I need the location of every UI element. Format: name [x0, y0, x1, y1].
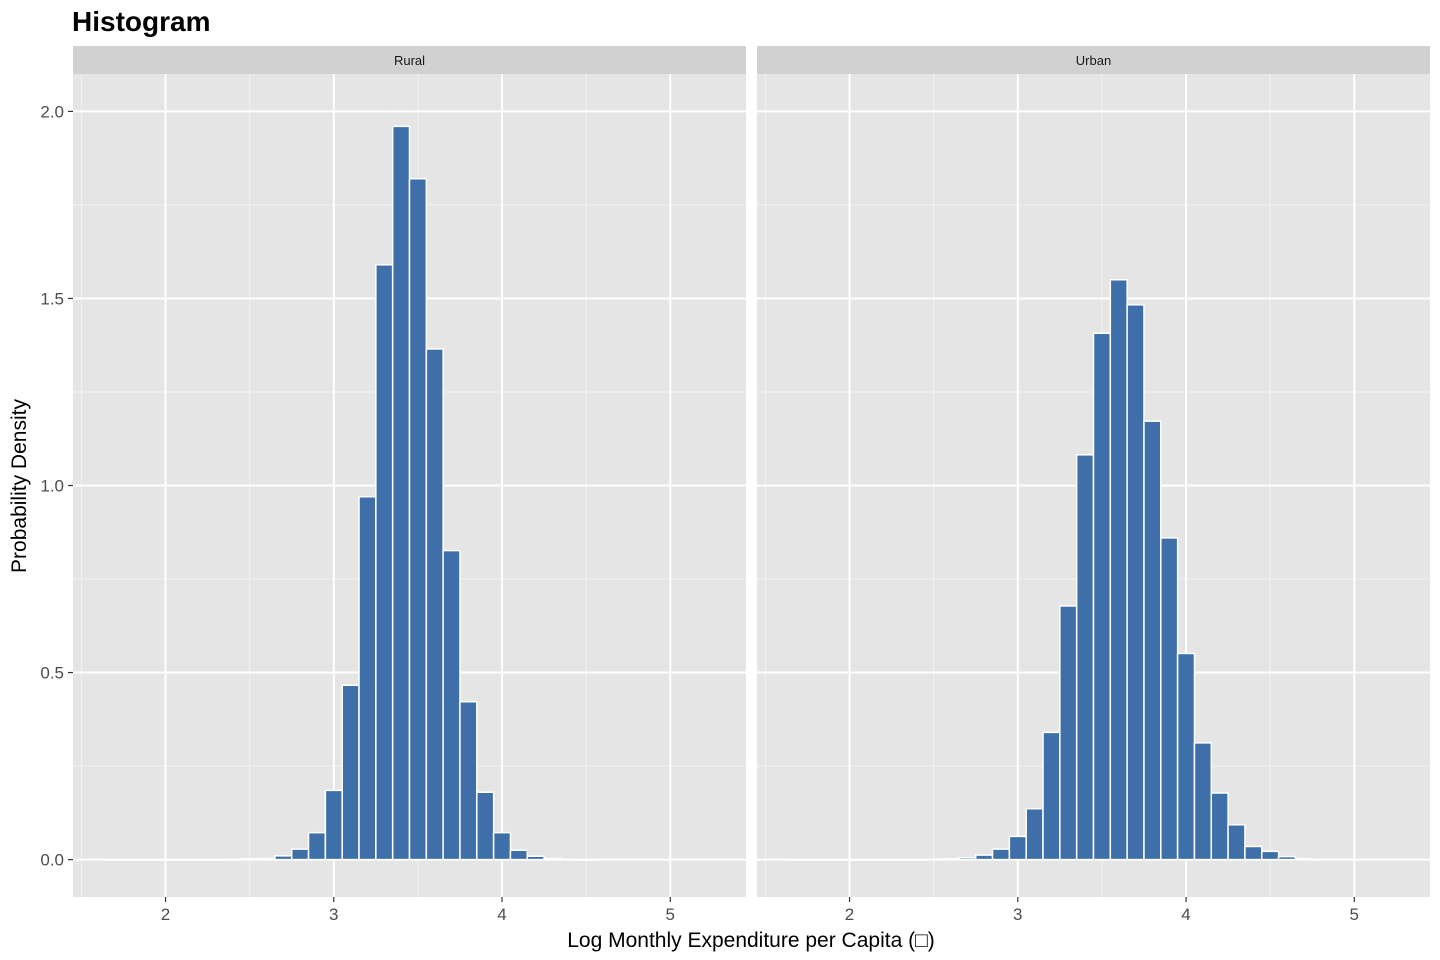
- x-tick-label: 2: [845, 905, 854, 924]
- histogram-bars: [105, 125, 596, 861]
- x-axis-label: Log Monthly Expenditure per Capita (□): [567, 929, 935, 952]
- histogram-bar: [1193, 742, 1213, 861]
- histogram-bar: [823, 858, 842, 861]
- histogram-bar: [122, 858, 142, 861]
- y-tick-label: 1.5: [40, 289, 64, 308]
- histogram-bar: [577, 858, 596, 861]
- histogram-bar: [358, 495, 377, 861]
- facet-strip-label: Urban: [1076, 53, 1111, 68]
- histogram-bar: [223, 858, 243, 861]
- x-tick-label: 5: [1350, 905, 1359, 924]
- histogram-bar: [307, 831, 327, 861]
- histogram-bar: [391, 125, 411, 861]
- histogram-bar: [476, 791, 495, 861]
- histogram-bar: [274, 855, 293, 861]
- histogram-bar: [240, 858, 259, 861]
- histogram-bar: [173, 858, 192, 861]
- histogram-bar: [324, 789, 343, 861]
- y-axis-label: Probability Density: [8, 399, 31, 573]
- histogram-bar: [941, 858, 960, 861]
- y-tick-label: 2.0: [40, 102, 64, 121]
- histogram-bar: [924, 858, 943, 861]
- histogram-bar: [907, 858, 926, 861]
- histogram-bar: [442, 549, 461, 861]
- histogram-bar: [1059, 605, 1078, 861]
- histogram-bar: [290, 848, 310, 861]
- histogram-bar: [857, 858, 876, 861]
- histogram-bars: [789, 279, 1313, 861]
- facet-panel-rural: Rural 2 3 4 5: [73, 46, 746, 924]
- histogram-bar: [459, 700, 478, 861]
- histogram-bar: [190, 858, 209, 861]
- histogram-bar: [139, 858, 158, 861]
- histogram-bar: [1042, 731, 1061, 861]
- histogram-bar: [958, 856, 977, 861]
- histogram-bar: [408, 177, 428, 861]
- histogram-bar: [1109, 279, 1128, 861]
- facet-strip-label: Rural: [394, 53, 425, 68]
- histogram-bar: [1143, 420, 1162, 861]
- x-tick-label: 2: [161, 905, 170, 924]
- histogram-bar: [156, 858, 175, 861]
- histogram-bar: [1227, 824, 1246, 861]
- histogram-bar: [1210, 792, 1229, 861]
- histogram-bar: [341, 684, 360, 861]
- facet-strip: [757, 46, 1430, 74]
- histogram-bar: [1176, 652, 1196, 861]
- histogram-bar: [526, 855, 545, 861]
- histogram-bar: [1261, 850, 1280, 861]
- histogram-bar: [257, 857, 276, 861]
- facet-panels: Rural 2 3 4 5 Urban 2 3 4 5: [73, 46, 1430, 924]
- histogram-bar: [375, 264, 394, 861]
- histogram-bar: [509, 849, 529, 861]
- histogram-bar: [1126, 304, 1145, 861]
- histogram-bar: [543, 857, 562, 861]
- histogram-bar: [1092, 332, 1112, 861]
- histogram-bar: [890, 858, 910, 861]
- histogram-bar: [1277, 855, 1297, 861]
- histogram-bar: [1075, 454, 1095, 861]
- facet-panel-urban: Urban 2 3 4 5: [757, 46, 1430, 924]
- x-tick-label: 4: [1181, 905, 1190, 924]
- histogram-bar: [492, 831, 512, 861]
- histogram-bar: [840, 858, 859, 861]
- y-tick-label: 1.0: [40, 477, 64, 496]
- x-tick-label: 3: [329, 905, 338, 924]
- histogram-bar: [1294, 858, 1313, 861]
- x-tick-label: 3: [1013, 905, 1022, 924]
- histogram-bar: [1008, 835, 1027, 861]
- y-tick-label: 0.5: [40, 664, 64, 683]
- histogram-bar: [1025, 807, 1044, 861]
- histogram-bar: [105, 858, 125, 861]
- histogram-bar: [991, 848, 1011, 861]
- histogram-bar: [425, 348, 444, 861]
- facet-strip: [73, 46, 746, 74]
- histogram-bar: [806, 858, 826, 861]
- histogram-bar: [1160, 537, 1179, 861]
- x-tick-label: 4: [497, 905, 506, 924]
- chart-title: Histogram: [72, 6, 210, 37]
- histogram-bar: [560, 858, 579, 861]
- histogram-bar: [974, 854, 994, 861]
- histogram-bar: [789, 858, 809, 861]
- histogram-bar: [874, 858, 893, 861]
- histogram-bar: [1244, 845, 1263, 861]
- y-tick-label: 0.0: [40, 851, 64, 870]
- histogram-bar: [206, 858, 226, 861]
- y-axis: 0.0 0.5 1.0 1.5 2.0: [40, 102, 73, 870]
- x-tick-label: 5: [666, 905, 675, 924]
